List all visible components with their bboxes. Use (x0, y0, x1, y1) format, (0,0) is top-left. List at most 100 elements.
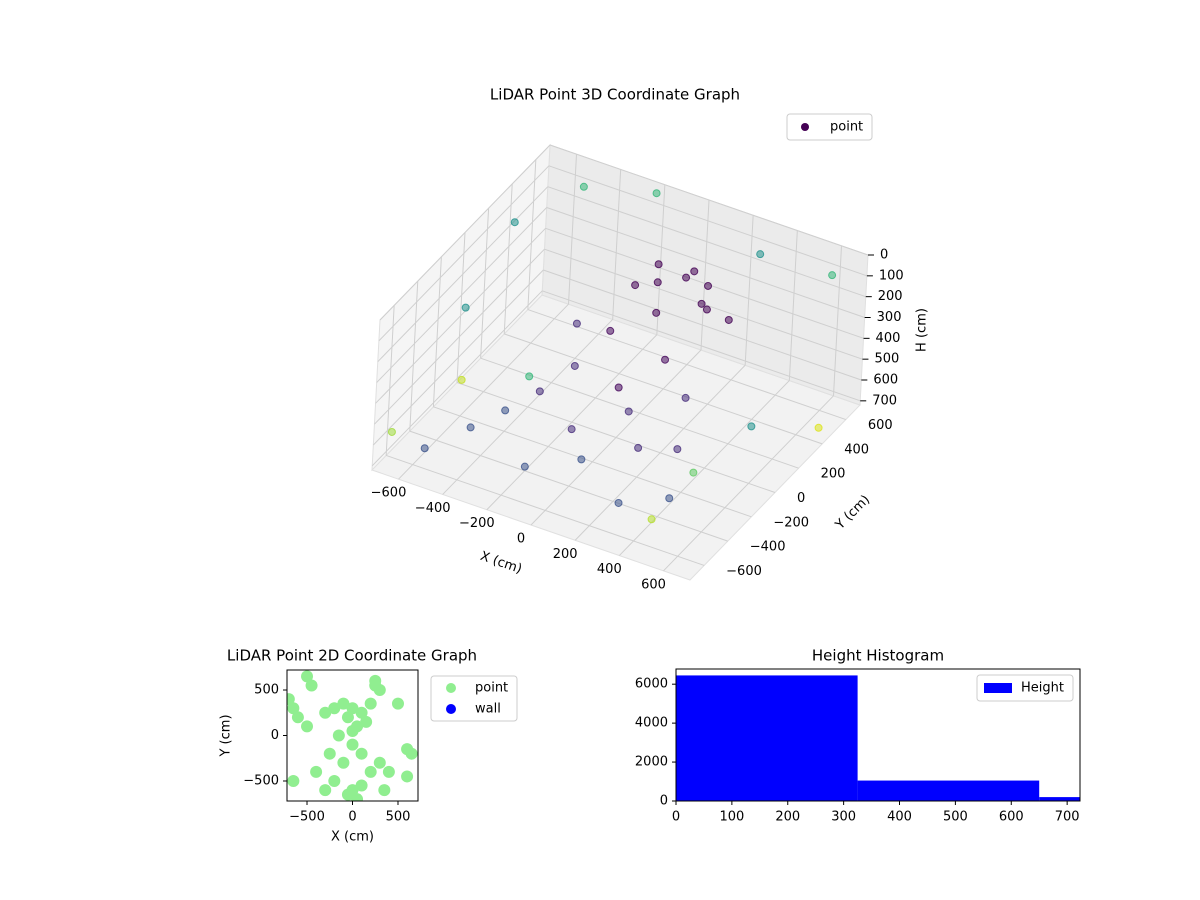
point (328, 702, 341, 715)
z-tick-label: 300 (877, 310, 902, 325)
point (337, 697, 350, 710)
grid-line (546, 207, 865, 318)
point (287, 774, 300, 787)
point (301, 720, 314, 733)
grid-line (386, 454, 705, 566)
point (652, 189, 661, 198)
y-tick-label: 0 (660, 794, 668, 809)
point (606, 326, 615, 335)
x-tick-label: 400 (597, 562, 622, 577)
y-axis-label: Y (cm) (219, 714, 234, 757)
point (570, 361, 579, 370)
point (373, 756, 386, 769)
point (364, 765, 377, 778)
z-tick-label: 600 (873, 373, 898, 388)
point (624, 407, 633, 416)
point (704, 281, 713, 290)
x-tick-label: 700 (1055, 810, 1080, 825)
legend-label: wall (475, 702, 501, 717)
z-axis-label: H (cm) (915, 308, 930, 352)
x-tick-label: 600 (641, 577, 666, 592)
point (457, 375, 466, 384)
point (341, 788, 354, 801)
point (301, 670, 314, 683)
point (369, 679, 382, 692)
legend-marker (801, 123, 809, 131)
y-tick-label: 600 (868, 418, 893, 433)
legend-box (976, 674, 1074, 702)
point (466, 423, 475, 432)
x-axis-label: X (cm) (478, 549, 524, 577)
point (310, 765, 323, 778)
point (614, 498, 623, 507)
grid-line (377, 186, 549, 363)
y-tick-label: 2000 (635, 755, 668, 770)
point (323, 747, 336, 760)
x-tick-label: 200 (553, 547, 578, 562)
point (346, 724, 359, 737)
point (697, 299, 706, 308)
z-tick-label: 0 (880, 248, 888, 263)
legend-label: Height (1021, 681, 1064, 696)
point (382, 765, 395, 778)
x-axis-label: X (cm) (331, 830, 374, 845)
point (332, 729, 345, 742)
point (420, 444, 429, 453)
point (337, 756, 350, 769)
point (291, 711, 304, 724)
point (653, 278, 662, 287)
grid-line (374, 248, 545, 425)
point (328, 774, 341, 787)
grid-line (372, 269, 544, 446)
grid-line (456, 382, 776, 493)
y-axis-label: Y (cm) (832, 492, 873, 533)
legend-label: point (475, 681, 508, 696)
legend-marker (446, 704, 456, 714)
point (355, 779, 368, 792)
point (287, 702, 300, 715)
grid-line (527, 309, 846, 421)
grid-line (548, 165, 868, 277)
grid-line (376, 207, 548, 383)
point (702, 305, 711, 314)
point (690, 267, 699, 276)
x-tick-label: 500 (943, 810, 968, 825)
point (401, 770, 414, 783)
point (631, 281, 640, 290)
point (814, 423, 823, 432)
point (360, 715, 373, 728)
y-tick-label: 500 (254, 683, 279, 698)
y-tick-label: −500 (243, 773, 279, 788)
x-tick-label: 0 (672, 810, 680, 825)
point (689, 468, 698, 477)
point (647, 515, 656, 524)
point (614, 383, 623, 392)
y-tick-label: −200 (773, 515, 809, 530)
point (567, 425, 576, 434)
z-tick-label: 200 (878, 289, 903, 304)
point (579, 182, 588, 191)
chart-title: LiDAR Point 2D Coordinate Graph (227, 647, 477, 665)
grid-line (547, 186, 866, 298)
chart-title: Height Histogram (812, 647, 944, 665)
y-tick-label: −400 (750, 540, 786, 555)
point (520, 462, 529, 471)
x-tick-label: −200 (459, 516, 495, 531)
bar (676, 675, 858, 801)
x-tick-label: 300 (831, 810, 856, 825)
point (387, 427, 396, 436)
grid-line (409, 430, 728, 542)
legend-box (430, 675, 518, 722)
point (355, 747, 368, 760)
point (577, 455, 586, 464)
y-tick-label: 0 (271, 728, 279, 743)
point (378, 784, 391, 797)
point (572, 319, 581, 328)
point (652, 308, 661, 317)
point (525, 372, 534, 381)
point (828, 271, 837, 280)
point (510, 218, 519, 227)
point (391, 697, 404, 710)
point (461, 303, 470, 312)
grid-line (378, 165, 550, 342)
